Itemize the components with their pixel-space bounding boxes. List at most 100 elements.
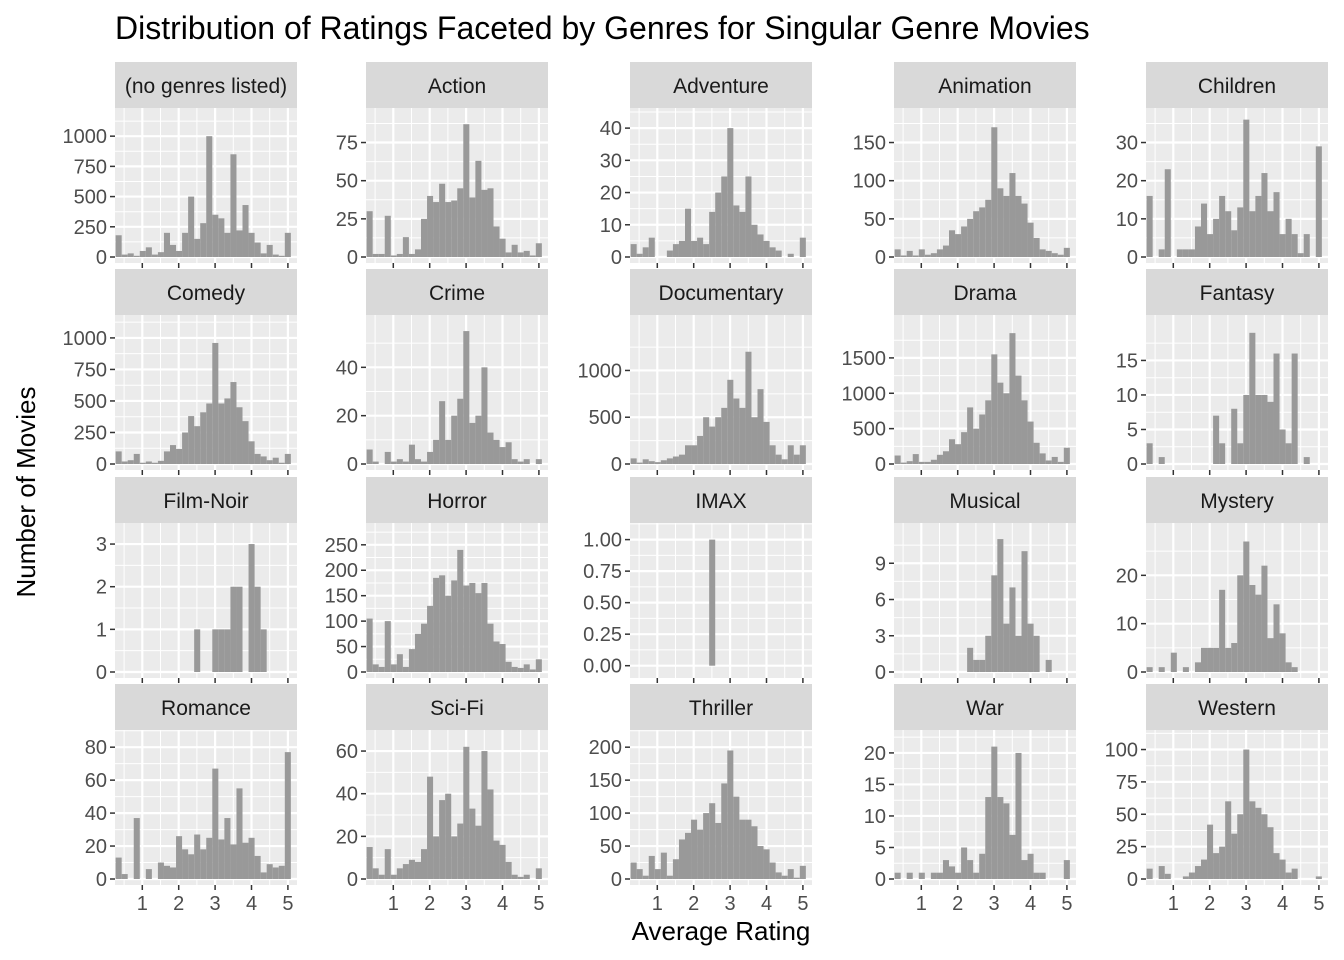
y-tick-label: 15 (1116, 350, 1138, 372)
histogram-bar (930, 872, 937, 879)
facet-strip-label: (no genres listed) (125, 75, 287, 98)
histogram-bar (924, 461, 931, 464)
histogram-bar (499, 644, 506, 672)
y-tick-label: 50 (600, 836, 622, 858)
histogram-bar (402, 237, 409, 257)
histogram-bar (505, 442, 512, 464)
histogram-bar (517, 461, 524, 464)
histogram-bar (1057, 254, 1064, 257)
facet-strip-label: Documentary (659, 282, 784, 305)
histogram-bar (894, 455, 901, 464)
histogram-bar (709, 426, 716, 464)
histogram-bar (630, 458, 637, 464)
histogram-bar (1176, 249, 1183, 257)
histogram-bar (236, 788, 243, 879)
histogram-bar (402, 461, 409, 464)
y-tick-label: 80 (85, 737, 107, 759)
y-tick-label: 0 (347, 454, 358, 476)
y-tick-label: 0 (611, 869, 622, 891)
histogram-bar (1033, 237, 1040, 257)
facet-panel: Crime 0 20 40 (336, 269, 548, 476)
histogram-bar (505, 861, 512, 879)
histogram-bar (254, 242, 261, 257)
histogram-bar (1219, 846, 1226, 879)
histogram-bar (666, 875, 673, 879)
histogram-bar (942, 245, 950, 257)
x-tick-label: 5 (282, 893, 293, 915)
histogram-bar (523, 250, 530, 257)
histogram-bar (1243, 749, 1250, 879)
histogram-bar (757, 389, 764, 464)
histogram-bar (642, 459, 649, 464)
histogram-bar (451, 836, 458, 879)
histogram-bar (1261, 565, 1268, 672)
histogram-bar (451, 580, 458, 672)
y-tick-label: 0 (875, 454, 886, 476)
histogram-bar (151, 462, 158, 464)
histogram-bar (894, 249, 901, 257)
y-tick-label: 30 (1116, 133, 1138, 155)
histogram-bar (672, 244, 679, 257)
histogram-bar (378, 874, 385, 879)
facet-strip (1146, 269, 1328, 315)
histogram-bar (654, 462, 661, 464)
histogram-bar (955, 872, 962, 879)
y-tick-label: 10 (1116, 385, 1138, 407)
y-tick-label: 0 (1127, 869, 1138, 891)
histogram-bar (284, 453, 291, 464)
facet-panel: Sci-Fi 0 20 40 60 1 2 3 4 5 (336, 684, 548, 915)
histogram-bar (212, 342, 219, 464)
histogram-bar (278, 255, 285, 257)
histogram-bar (697, 237, 704, 257)
histogram-bar (366, 211, 373, 257)
histogram-bar (1273, 853, 1280, 879)
histogram-bar (751, 224, 758, 257)
histogram-bar (630, 244, 637, 257)
histogram-bar (1182, 667, 1189, 672)
histogram-bar (1033, 442, 1040, 464)
histogram-bar (421, 623, 428, 672)
histogram-bar (678, 839, 686, 879)
facet-strip (115, 62, 297, 108)
histogram-bar (799, 237, 806, 257)
histogram-bar (739, 211, 746, 257)
facet-panel: IMAX 0.00 0.25 0.50 0.75 1.00 (583, 477, 812, 683)
histogram-bar (260, 629, 267, 672)
histogram-bar (260, 872, 267, 879)
histogram-bar (200, 412, 207, 464)
histogram-bar (636, 869, 643, 879)
histogram-bar (260, 456, 267, 464)
histogram-bar (630, 862, 637, 879)
histogram-bar (487, 432, 494, 464)
y-tick-label: 10 (864, 806, 886, 828)
y-tick-label: 100 (325, 611, 358, 633)
y-tick-label: 40 (336, 357, 358, 379)
y-tick-label: 20 (85, 836, 107, 858)
histogram-bar (224, 398, 231, 464)
x-tick-label: 3 (1241, 893, 1252, 915)
histogram-bar (991, 575, 998, 672)
y-tick-label: 60 (85, 770, 107, 792)
histogram-bar (463, 331, 470, 464)
facet-strip (630, 477, 812, 523)
histogram-bar (378, 253, 385, 257)
x-tick-label: 5 (797, 893, 808, 915)
histogram-bar (979, 414, 986, 464)
y-tick-label: 20 (600, 183, 622, 205)
histogram-bar (372, 664, 379, 672)
histogram-bar (781, 875, 788, 879)
histogram-bar (121, 254, 128, 257)
histogram-bar (721, 783, 728, 879)
histogram-bar (894, 872, 901, 879)
y-tick-label: 200 (325, 560, 358, 582)
histogram-bar (493, 840, 500, 879)
histogram-bar (1009, 173, 1016, 257)
histogram-bar (200, 849, 207, 879)
y-tick-label: 250 (74, 217, 107, 239)
histogram-bar (1243, 541, 1250, 672)
histogram-bar (733, 398, 740, 464)
facet-panels: (no genres listed)02505007501000Action02… (63, 62, 1328, 915)
y-tick-label: 5 (1127, 419, 1138, 441)
y-tick-label: 100 (853, 171, 886, 193)
histogram-bar (236, 586, 243, 672)
